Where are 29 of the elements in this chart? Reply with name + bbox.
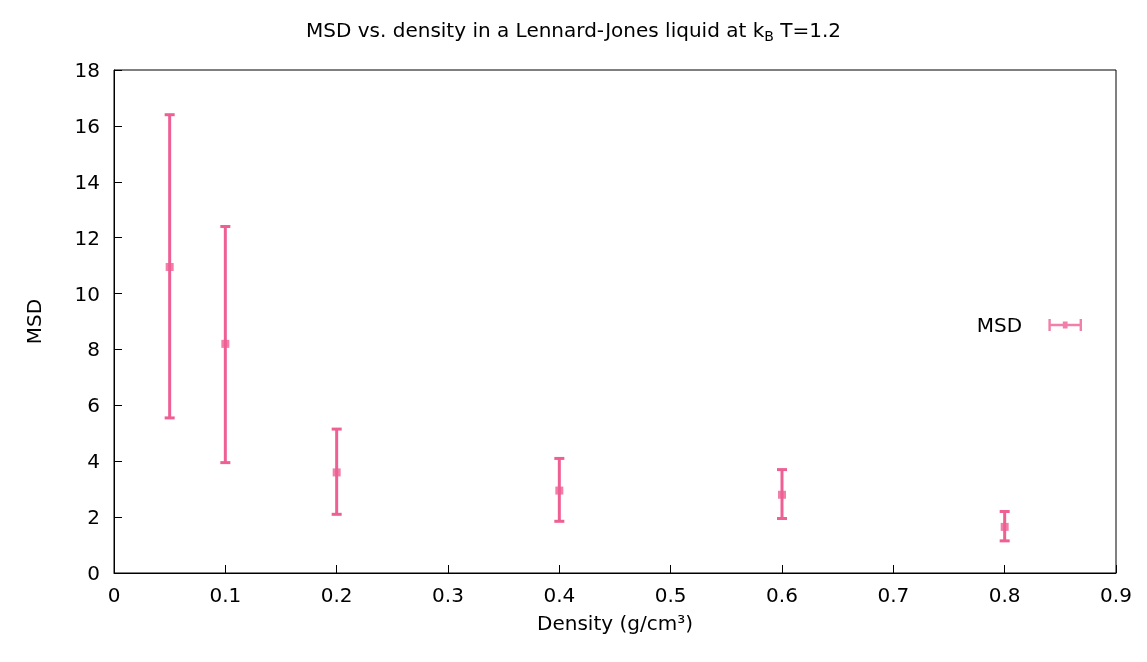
y-tick-label: 18 [74, 58, 100, 82]
y-tick-label: 4 [87, 449, 100, 474]
x-tick-label: 0.6 [766, 583, 798, 607]
y-tick-label: 12 [74, 225, 100, 250]
point [1000, 522, 1009, 531]
y-tick-label: 14 [74, 169, 100, 194]
x-tick-label: 0.4 [543, 583, 576, 607]
x-tick-label: 0.3 [432, 583, 464, 607]
x-tick-label: 0.8 [988, 583, 1021, 607]
point [165, 263, 174, 272]
point [555, 486, 564, 495]
y-tick-label: 6 [87, 393, 100, 418]
x-tick-label: 0.2 [320, 583, 353, 607]
x-tick-label: 0.7 [877, 583, 910, 607]
x-axis-title: Density (g/cm³) [537, 611, 693, 635]
point [778, 490, 786, 499]
x-tick-label: 0.5 [654, 583, 687, 607]
x-tick-label: 0.9 [1100, 583, 1132, 607]
y-tick-label: 2 [87, 505, 100, 530]
y-tick-label: 16 [74, 113, 100, 138]
y-tick-label: 8 [87, 337, 100, 362]
y-tick-label: 0 [87, 561, 100, 585]
y-axis-title: MSD [22, 298, 46, 345]
legend-label: MSD [976, 313, 1023, 337]
y-tick-label: 10 [74, 281, 100, 306]
x-tick-label: 0.1 [209, 583, 242, 607]
x-tick-label: 0 [107, 583, 121, 607]
point [221, 339, 230, 348]
point [332, 468, 341, 477]
